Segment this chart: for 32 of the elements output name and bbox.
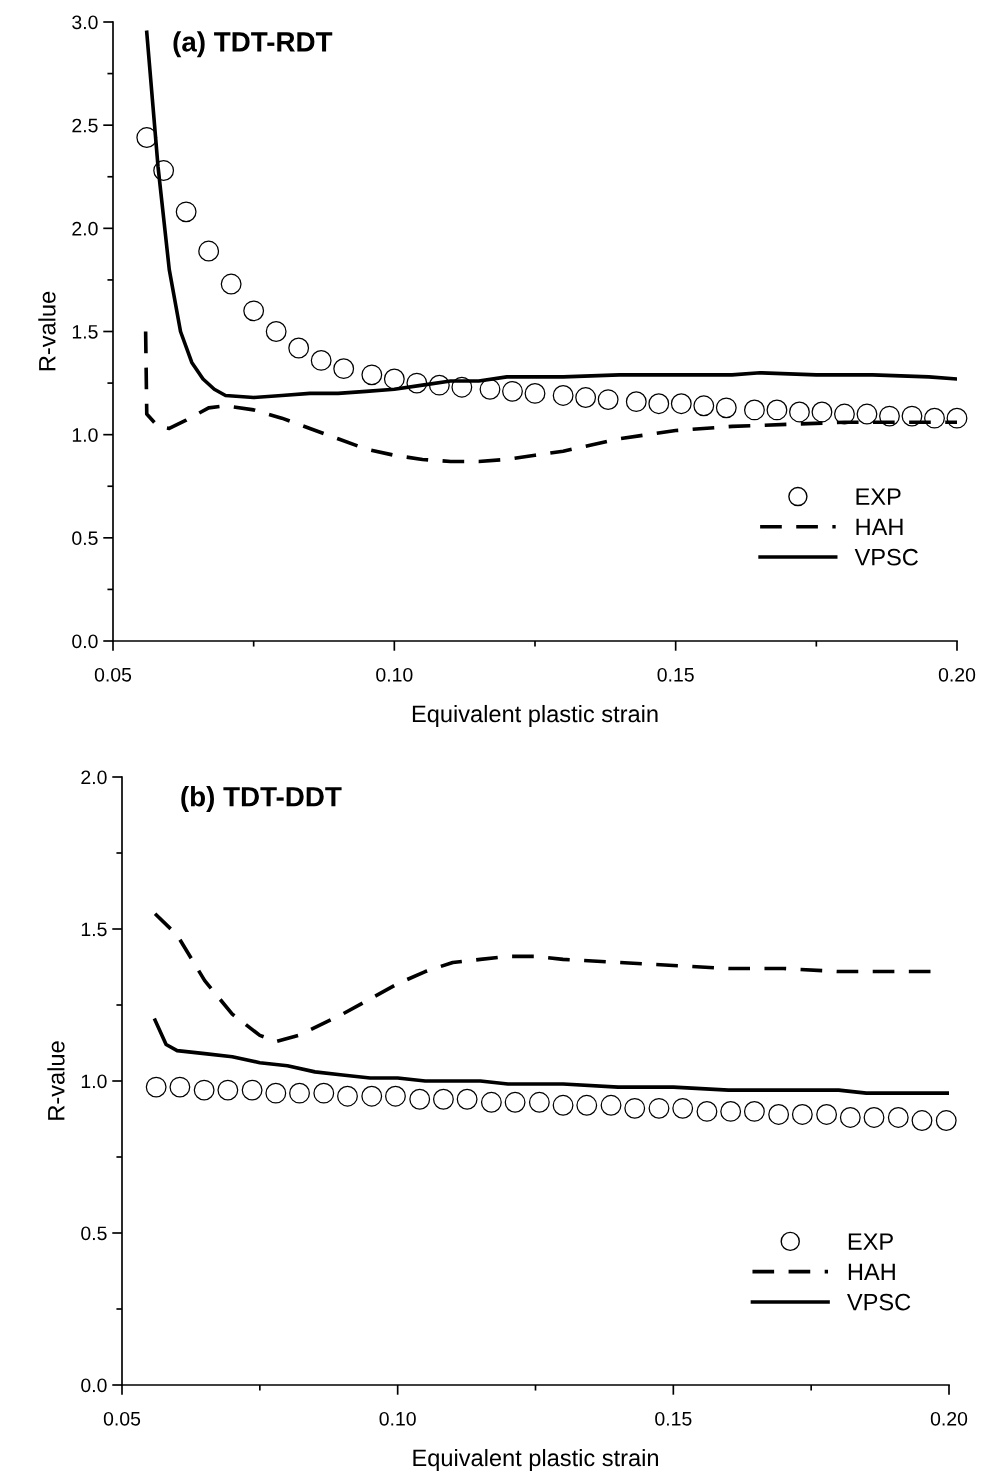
y-axis-title: R-value: [38, 291, 56, 371]
legend-label: VPSC: [854, 548, 918, 566]
legend-label: EXP: [856, 488, 901, 505]
y-tick-label: 2.5: [72, 118, 98, 133]
x-tick-label: 0.15: [657, 667, 694, 682]
x-tick-label: 0.15: [655, 1411, 692, 1426]
x-tick-label: 0.05: [103, 1411, 141, 1426]
x-tick-label: 0.10: [376, 667, 413, 682]
legend-label: VPSC: [847, 1293, 911, 1311]
chart-title: (a) TDT-RDT: [173, 31, 333, 58]
y-tick-label: 2.0: [81, 770, 107, 785]
x-axis-title: Equivalent plastic strain: [412, 704, 658, 727]
y-tick-label: 2.0: [72, 221, 98, 236]
y-tick-label: 1.0: [72, 428, 98, 442]
y-axis-title: R-value: [47, 1041, 65, 1120]
x-tick-label: 0.20: [930, 1411, 968, 1426]
y-tick-label: 1.5: [72, 325, 98, 339]
y-tick-label: 3.0: [72, 15, 98, 30]
y-tick-label: 0.5: [81, 1226, 107, 1241]
y-tick-label: 1.5: [81, 922, 107, 937]
legend-label: EXP: [848, 1233, 893, 1250]
chart-title: (b) TDT-DDT: [181, 786, 342, 813]
y-tick-label: 0.0: [72, 634, 98, 649]
x-axis-title: Equivalent plastic strain: [413, 1448, 658, 1471]
legend-label: HAH: [848, 1263, 895, 1280]
y-tick-label: 1.0: [81, 1074, 107, 1089]
x-tick-label: 0.10: [379, 1411, 416, 1426]
legend-label: HAH: [856, 518, 903, 536]
x-tick-label: 0.20: [938, 667, 976, 682]
y-tick-label: 0.0: [81, 1378, 107, 1393]
y-tick-label: 0.5: [72, 531, 98, 546]
x-tick-label: 0.05: [94, 667, 132, 682]
